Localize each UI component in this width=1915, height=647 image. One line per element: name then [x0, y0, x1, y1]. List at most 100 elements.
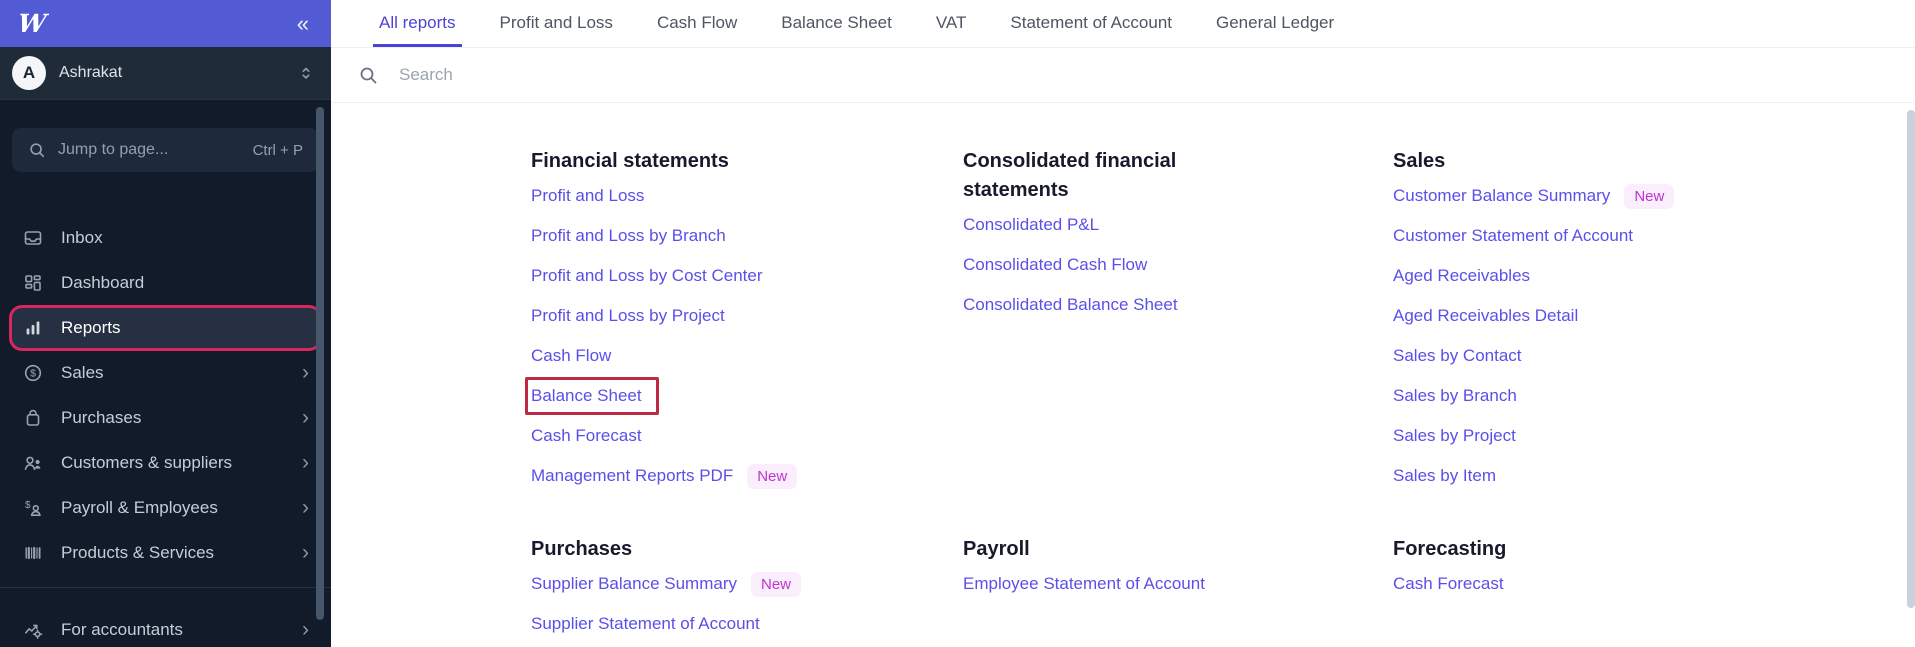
sidebar-item-reports[interactable]: Reports	[12, 308, 319, 348]
sidebar-footer: For accountants ›	[0, 587, 331, 647]
report-row: Consolidated Balance Sheet	[963, 285, 1393, 325]
report-link-supplier-balance-summary[interactable]: Supplier Balance Summary	[531, 574, 737, 593]
report-row: Balance Sheet	[525, 376, 963, 416]
tab-vat[interactable]: VAT	[930, 0, 973, 47]
chevron-up-down-icon	[297, 63, 315, 83]
section-title: Consolidated financial statements	[963, 150, 1177, 201]
jump-to-page-placeholder: Jump to page...	[58, 141, 169, 158]
report-list: Customer Balance Summary New Customer Stat…	[1393, 176, 1915, 496]
reports-grid: Financial statements Profit and Loss Profi…	[331, 103, 1915, 644]
report-row: Profit and Loss by Cost Center	[531, 256, 963, 296]
sidebar-item-label: Sales	[61, 362, 104, 382]
dashboard-icon	[22, 273, 44, 293]
report-list: Cash Forecast	[1393, 564, 1915, 604]
chevron-right-icon: ›	[302, 618, 309, 641]
report-link-management-reports-pdf[interactable]: Management Reports PDF	[531, 466, 734, 485]
tab-statement-of-account[interactable]: Statement of Account	[1004, 0, 1178, 47]
report-link-supplier-statement-of-account[interactable]: Supplier Statement of Account	[531, 614, 760, 633]
section-title: Forecasting	[1393, 538, 1507, 560]
report-link-profit-and-loss[interactable]: Profit and Loss	[531, 186, 645, 205]
section-title: Financial statements	[531, 150, 729, 172]
report-list: Supplier Balance Summary New Supplier Stat…	[531, 564, 963, 644]
payroll-icon: $	[22, 498, 44, 518]
report-link-employee-statement-of-account[interactable]: Employee Statement of Account	[963, 574, 1205, 593]
section-forecasting: Forecasting Cash Forecast	[1393, 535, 1915, 604]
sidebar-item-customers-suppliers[interactable]: Customers & suppliers ›	[12, 440, 319, 485]
report-link-cash-forecast[interactable]: Cash Forecast	[531, 426, 642, 445]
sidebar-item-for-accountants[interactable]: For accountants ›	[12, 607, 319, 647]
report-link-profit-and-loss-by-cost-center[interactable]: Profit and Loss by Cost Center	[531, 266, 763, 285]
search-icon	[358, 65, 378, 85]
chevron-right-icon: ›	[302, 361, 309, 384]
sidebar-item-sales[interactable]: $ Sales ›	[12, 350, 319, 395]
annotation-box: Balance Sheet	[525, 377, 659, 415]
user-name: Ashrakat	[59, 64, 123, 81]
report-row: Management Reports PDF New	[531, 456, 963, 496]
report-row: Sales by Project	[1393, 416, 1915, 456]
tab-profit-and-loss[interactable]: Profit and Loss	[494, 0, 619, 47]
accountants-icon	[22, 620, 44, 640]
chevron-right-icon: ›	[302, 496, 309, 519]
jump-to-page-field[interactable]: Jump to page... Ctrl + P	[12, 128, 319, 172]
shortcut-hint: Ctrl + P	[252, 141, 303, 159]
report-link-aged-receivables-detail[interactable]: Aged Receivables Detail	[1393, 306, 1579, 325]
section-title: Purchases	[531, 538, 633, 560]
tab-general-ledger[interactable]: General Ledger	[1210, 0, 1340, 47]
sidebar-item-dashboard[interactable]: Dashboard	[12, 260, 319, 305]
sales-icon: $	[22, 363, 44, 383]
purchases-icon	[22, 408, 44, 428]
sidebar-item-purchases[interactable]: Purchases ›	[12, 395, 319, 440]
report-row: Profit and Loss by Branch	[531, 216, 963, 256]
report-row: Sales by Contact	[1393, 336, 1915, 376]
report-link-sales-by-branch[interactable]: Sales by Branch	[1393, 386, 1517, 405]
sidebar-item-inbox[interactable]: Inbox	[12, 215, 319, 260]
report-row: Supplier Balance Summary New	[531, 564, 963, 604]
user-menu[interactable]: A Ashrakat	[0, 47, 331, 100]
sidebar: W « A Ashrakat Jump to page... Ctrl + P …	[0, 0, 331, 647]
report-row: Profit and Loss by Project	[531, 296, 963, 336]
chevron-right-icon: ›	[302, 541, 309, 564]
tab-cash-flow[interactable]: Cash Flow	[651, 0, 743, 47]
report-row: Supplier Statement of Account	[531, 604, 963, 644]
wafeq-logo-icon: W	[16, 9, 48, 38]
report-row: Cash Forecast	[531, 416, 963, 456]
report-link-balance-sheet[interactable]: Balance Sheet	[531, 386, 642, 405]
sidebar-item-payroll-employees[interactable]: $ Payroll & Employees ›	[12, 485, 319, 530]
sidebar-collapse-button[interactable]: «	[293, 12, 313, 35]
sidebar-item-products-services[interactable]: Products & Services ›	[12, 530, 319, 575]
section-title: Sales	[1393, 150, 1446, 172]
section-sales: Sales Customer Balance Summary New Customer…	[1393, 147, 1915, 535]
svg-text:$: $	[25, 500, 31, 511]
report-row: Sales by Branch	[1393, 376, 1915, 416]
report-link-sales-by-item[interactable]: Sales by Item	[1393, 466, 1496, 485]
report-row: Consolidated P&L	[963, 205, 1393, 245]
report-link-consolidated-balance-sheet[interactable]: Consolidated Balance Sheet	[963, 295, 1178, 314]
main-scrollbar[interactable]	[1907, 110, 1915, 608]
report-link-sales-by-contact[interactable]: Sales by Contact	[1393, 346, 1522, 365]
tab-all-reports[interactable]: All reports	[373, 0, 462, 47]
sidebar-scrollbar[interactable]	[316, 107, 324, 620]
report-link-profit-and-loss-by-branch[interactable]: Profit and Loss by Branch	[531, 226, 726, 245]
new-badge: New	[1624, 183, 1675, 209]
inbox-icon	[22, 228, 44, 248]
report-link-customer-statement-of-account[interactable]: Customer Statement of Account	[1393, 226, 1634, 245]
report-list: Profit and Loss Profit and Loss by Branch…	[525, 176, 963, 496]
report-search-row	[331, 48, 1915, 103]
new-badge: New	[750, 571, 801, 597]
report-link-aged-receivables[interactable]: Aged Receivables	[1393, 266, 1531, 285]
section-purchases: Purchases Supplier Balance Summary New Supp…	[531, 535, 963, 644]
tab-balance-sheet[interactable]: Balance Sheet	[775, 0, 898, 47]
report-link-sales-by-project[interactable]: Sales by Project	[1393, 426, 1516, 445]
report-link-cash-flow[interactable]: Cash Flow	[531, 346, 612, 365]
main-area: All reports Profit and Loss Cash Flow Balan…	[331, 0, 1915, 647]
report-link-cash-forecast[interactable]: Cash Forecast	[1393, 574, 1504, 593]
report-row: Sales by Item	[1393, 456, 1915, 496]
avatar: A	[12, 56, 46, 90]
report-link-consolidated-p-l[interactable]: Consolidated P&L	[963, 215, 1100, 234]
search-icon	[28, 141, 46, 159]
report-link-customer-balance-summary[interactable]: Customer Balance Summary	[1393, 186, 1611, 205]
report-link-profit-and-loss-by-project[interactable]: Profit and Loss by Project	[531, 306, 725, 325]
report-link-consolidated-cash-flow[interactable]: Consolidated Cash Flow	[963, 255, 1148, 274]
search-input[interactable]	[397, 64, 1117, 86]
